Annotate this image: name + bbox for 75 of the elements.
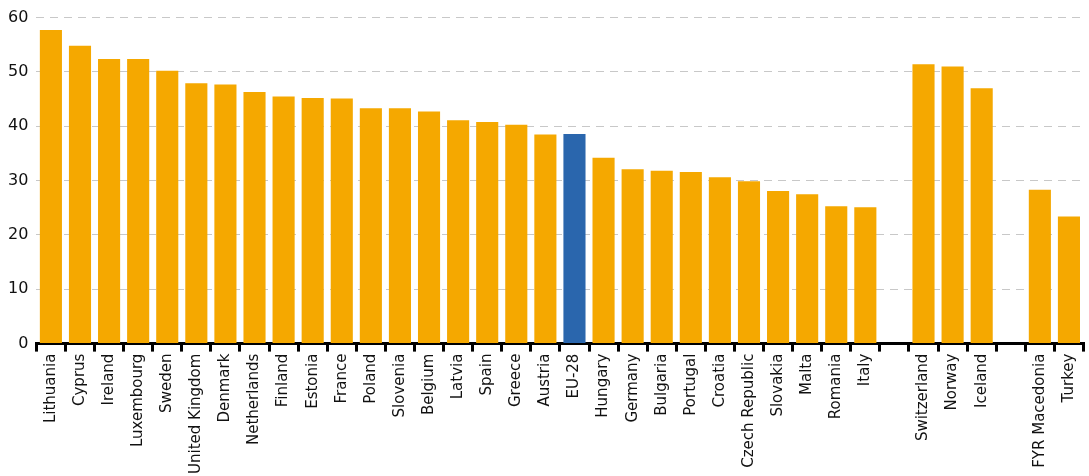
bar	[941, 66, 964, 344]
x-tick-label: Hungary	[593, 353, 612, 418]
bar	[388, 108, 411, 344]
x-tick-label: Belgium	[418, 353, 437, 416]
y-tick-label: 60	[8, 6, 29, 26]
x-tick-label: Turkey	[1058, 353, 1077, 404]
bar	[301, 98, 324, 344]
x-tick-label: Romania	[826, 353, 845, 420]
x-tick-label: Netherlands	[244, 353, 263, 446]
bar	[796, 194, 819, 344]
bar	[708, 177, 731, 344]
bar	[592, 157, 615, 344]
y-tick-label: 30	[8, 169, 29, 189]
bar	[1057, 216, 1080, 344]
bar	[534, 134, 557, 344]
bar	[476, 121, 499, 344]
bar	[127, 58, 150, 344]
x-tick-label: Italy	[855, 353, 874, 387]
bar	[621, 169, 644, 344]
x-tick-label: FYR Macedonia	[1029, 353, 1048, 468]
bar	[39, 30, 62, 344]
bar	[854, 207, 877, 344]
bar	[330, 98, 353, 344]
bar	[185, 83, 208, 344]
x-tick-label: Malta	[797, 353, 816, 395]
x-tick-label: Austria	[535, 353, 554, 407]
x-tick-label: France	[331, 353, 350, 404]
bar	[767, 190, 790, 344]
x-tick-label: Luxembourg	[128, 353, 147, 448]
x-tick-label: Latvia	[448, 353, 467, 400]
bar	[737, 181, 761, 344]
x-tick-label: Iceland	[971, 353, 990, 408]
x-tick-label: EU-28	[564, 353, 583, 399]
y-tick-label: 50	[8, 61, 29, 81]
y-tick-label: 40	[8, 115, 29, 135]
bar	[825, 206, 848, 344]
x-tick-label: Cyprus	[69, 353, 88, 406]
x-tick-label: Sweden	[157, 353, 176, 413]
bar	[68, 45, 92, 344]
x-tick-label: Germany	[622, 353, 641, 423]
x-tick-label: Greece	[506, 353, 525, 408]
bar	[214, 84, 237, 344]
bar	[650, 170, 673, 344]
x-tick-label: Norway	[942, 353, 961, 411]
bar	[417, 111, 441, 344]
bar	[156, 70, 179, 344]
x-tick-label: Denmark	[215, 353, 234, 423]
bar	[447, 120, 470, 344]
x-tick-label: Slovenia	[389, 353, 408, 418]
y-tick-label: 0	[18, 332, 29, 352]
y-tick-label: 10	[8, 278, 29, 298]
bar	[505, 124, 528, 344]
x-tick-label: Estonia	[302, 353, 321, 409]
x-tick-label: Croatia	[709, 353, 728, 408]
bar	[1028, 189, 1051, 344]
x-tick-label: Lithuania	[40, 353, 59, 424]
x-tick-label: Czech Republic	[738, 353, 757, 468]
bar	[970, 88, 993, 344]
bar	[98, 58, 121, 344]
x-tick-label: Spain	[477, 353, 496, 396]
bar	[272, 96, 295, 344]
bar	[359, 108, 382, 344]
bar	[679, 171, 702, 344]
x-tick-label: Finland	[273, 353, 292, 408]
x-tick-label: Bulgaria	[651, 353, 670, 416]
bar	[243, 92, 266, 344]
x-tick-label: United Kingdom	[186, 353, 205, 475]
y-tick-label: 20	[8, 224, 29, 244]
x-tick-label: Ireland	[98, 353, 117, 406]
bar	[563, 133, 586, 344]
x-tick-label: Poland	[360, 353, 379, 404]
x-tick-label: Slovakia	[767, 353, 786, 417]
x-tick-label: Portugal	[680, 353, 699, 416]
x-tick-label: Switzerland	[913, 353, 932, 442]
bar	[912, 64, 935, 344]
